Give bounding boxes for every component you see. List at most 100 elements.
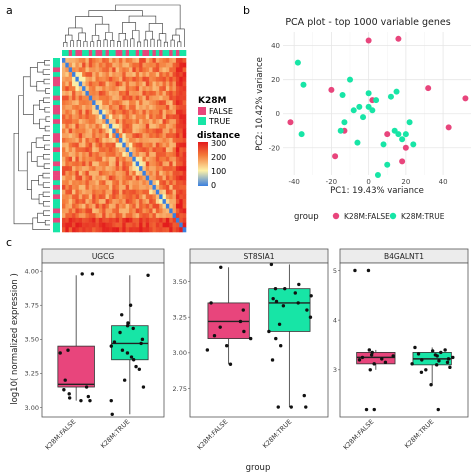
heatmap-cell — [118, 213, 123, 219]
heatmap-cell — [65, 62, 69, 68]
data-point — [368, 368, 372, 372]
heatmap-cell — [78, 156, 83, 162]
heatmap-cell — [68, 189, 73, 195]
heatmap-cell — [182, 161, 187, 167]
heatmap-cell — [169, 199, 173, 205]
heatmap-cell — [159, 62, 163, 68]
heatmap-cell — [155, 175, 160, 181]
heatmap-cell — [135, 133, 140, 139]
data-point — [241, 308, 245, 312]
heatmap-cell — [172, 152, 177, 158]
ytick-label: 3.50 — [173, 278, 187, 286]
heatmap-cell — [125, 95, 130, 101]
heatmap-cell — [129, 194, 133, 200]
heatmap-cell — [145, 128, 150, 134]
distance-tick-0: 0 — [211, 181, 216, 190]
heatmap-cell — [95, 208, 100, 214]
heatmap-cell — [135, 86, 140, 92]
heatmap-cell — [118, 137, 123, 143]
heatmap-cell — [115, 199, 120, 205]
heatmap-cell — [65, 161, 69, 167]
heatmap-cell — [68, 217, 73, 223]
heatmap-cell — [135, 194, 140, 200]
heatmap-cell — [142, 170, 147, 176]
heatmap-cell — [152, 114, 157, 120]
heatmap-cell — [112, 147, 116, 153]
heatmap-cell — [98, 199, 103, 205]
heatmap-cell — [105, 208, 110, 214]
heatmap-cell — [159, 166, 163, 172]
dendrogram-branch — [175, 28, 185, 47]
heatmap-cell — [75, 95, 80, 101]
heatmap-cell — [95, 119, 100, 125]
heatmap-cell — [125, 152, 130, 158]
heatmap-cell — [165, 217, 170, 223]
heatmap-cell — [78, 227, 83, 233]
heatmap-cell — [179, 203, 183, 209]
data-point — [66, 348, 70, 352]
heatmap-cell — [169, 156, 173, 162]
data-point — [242, 329, 246, 334]
heatmap-cell — [122, 62, 126, 68]
data-point — [63, 378, 67, 382]
heatmap-cell — [182, 222, 187, 228]
heatmap-cell — [132, 109, 137, 115]
heatmap-cell — [165, 67, 170, 73]
column-annotation-cell — [112, 50, 116, 56]
data-point — [209, 301, 213, 305]
row-annotation-cell — [53, 95, 60, 101]
heatmap-cell — [95, 227, 100, 233]
heatmap-cell — [132, 184, 137, 190]
data-point — [137, 367, 142, 371]
heatmap-cell — [145, 184, 150, 190]
heatmap-cell — [102, 58, 106, 63]
heatmap-cell — [145, 109, 150, 115]
group-legend-false-label: FALSE — [209, 107, 233, 116]
heatmap-cell — [172, 203, 177, 209]
heatmap-cell — [129, 133, 133, 139]
heatmap-cell — [72, 109, 76, 115]
heatmap-cell — [102, 208, 106, 214]
heatmap-cell — [112, 76, 116, 82]
column-annotation-cell — [118, 50, 123, 56]
dendrogram-branch — [137, 41, 142, 47]
heatmap-cell — [98, 203, 103, 209]
heatmap-cell — [135, 227, 140, 233]
row-annotation-cell — [53, 67, 60, 73]
heatmap-cell — [175, 194, 180, 200]
heatmap-cell — [108, 170, 113, 176]
heatmap-cell — [125, 156, 130, 162]
heatmap-cell — [179, 119, 183, 125]
data-point — [122, 378, 127, 382]
heatmap-cell — [72, 90, 76, 96]
heatmap-cell — [88, 95, 93, 101]
heatmap-cell — [78, 81, 83, 87]
dendrogram-branch — [163, 41, 168, 47]
heatmap-cell — [139, 184, 143, 190]
heatmap-cell — [142, 147, 147, 153]
heatmap-cell — [122, 213, 126, 219]
heatmap-cell — [139, 180, 143, 186]
heatmap-cell — [105, 86, 110, 92]
heatmap-cell — [165, 90, 170, 96]
heatmap-cell — [145, 76, 150, 82]
heatmap-cell — [118, 227, 123, 233]
heatmap-cell — [165, 147, 170, 153]
heatmap-cell — [88, 81, 93, 87]
heatmap-cell — [108, 76, 113, 82]
heatmap-cell — [172, 76, 177, 82]
heatmap-cell — [115, 137, 120, 143]
heatmap-cell — [105, 123, 110, 129]
heatmap-cell — [162, 217, 167, 223]
heatmap-cell — [72, 189, 76, 195]
heatmap-cell — [149, 62, 153, 68]
heatmap-cell — [62, 227, 66, 233]
heatmap-cell — [135, 119, 140, 125]
row-annotation-cell — [53, 180, 60, 186]
heatmap-cell — [169, 100, 173, 106]
pca-gridlines — [283, 32, 471, 175]
heatmap-cell — [108, 119, 113, 125]
heatmap-cell — [68, 147, 73, 153]
heatmap-cell — [118, 194, 123, 200]
heatmap-cell — [82, 213, 86, 219]
